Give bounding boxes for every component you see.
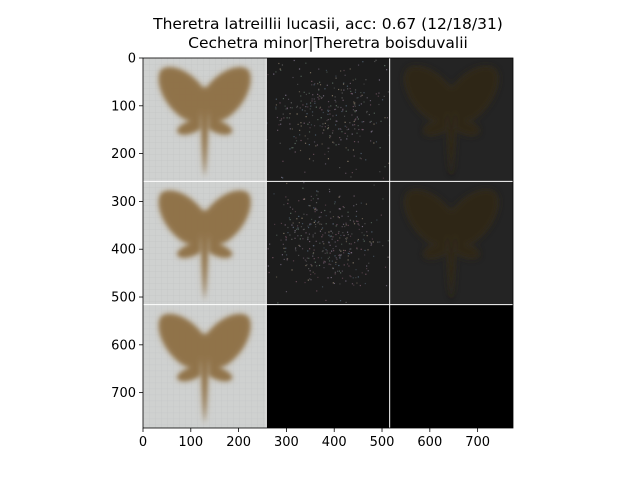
noise-specks	[267, 182, 390, 304]
black-cell	[266, 304, 390, 428]
y-tick-label: 100	[111, 99, 136, 114]
x-tick-label: 0	[139, 435, 147, 450]
axes-frame	[142, 57, 514, 429]
image-cell-r0-c1	[266, 58, 391, 182]
image-cell-r0-c2	[389, 58, 513, 182]
x-tick-label: 700	[465, 435, 490, 450]
x-tick-label: 600	[417, 435, 442, 450]
y-tick-label: 0	[128, 52, 136, 67]
image-cell-r1-c0	[143, 181, 267, 305]
x-tick-label: 200	[226, 435, 251, 450]
title-line-2: Cechetra minor|Theretra boisduvalii	[188, 34, 468, 52]
chart-title: Theretra latreillii lucasii, acc: 0.67 (…	[0, 15, 640, 53]
image-cell-r1-c2	[389, 181, 513, 305]
y-tick-label: 600	[111, 338, 136, 353]
noise-specks	[266, 59, 391, 182]
image-cells	[143, 58, 513, 428]
image-cell-r2-c0	[143, 304, 267, 428]
black-cell	[389, 304, 513, 428]
image-cell-r2-c1	[266, 304, 390, 428]
y-tick-label: 400	[111, 243, 136, 258]
x-tick-label: 300	[274, 435, 299, 450]
y-tick-label: 500	[111, 291, 136, 306]
y-tick-label: 700	[111, 386, 136, 401]
noise-background	[266, 181, 390, 305]
x-tick-label: 100	[178, 435, 203, 450]
y-tick-label: 300	[111, 195, 136, 210]
y-tick-label: 200	[111, 147, 136, 162]
x-tick-label: 500	[370, 435, 395, 450]
image-cell-r2-c2	[389, 304, 513, 428]
x-tick-label: 400	[322, 435, 347, 450]
image-cell-r1-c1	[266, 181, 390, 305]
title-line-1: Theretra latreillii lucasii, acc: 0.67 (…	[153, 15, 503, 33]
image-cell-r0-c0	[143, 58, 267, 182]
axes: 0 100 200 300 400 500 600 700 0 100 200 300 400 500 60…	[111, 52, 514, 450]
